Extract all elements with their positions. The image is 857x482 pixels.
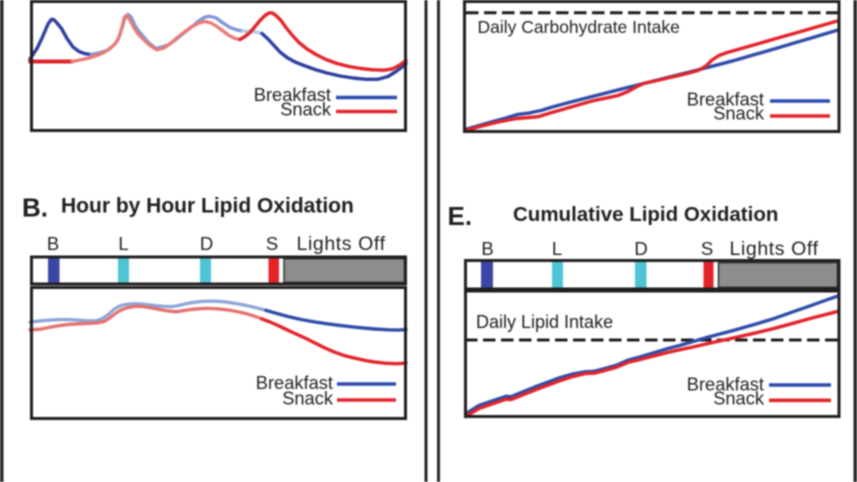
svg-text:Hour by Hour Lipid Oxidation: Hour by Hour Lipid Oxidation [61,195,354,218]
svg-text:Snack: Snack [282,388,334,409]
svg-text:S: S [701,238,713,259]
svg-text:B: B [481,238,493,259]
svg-text:Breakfast: Breakfast [687,89,764,110]
svg-text:L: L [552,238,562,259]
svg-text:Daily Lipid Intake: Daily Lipid Intake [476,312,613,332]
svg-text:Lights Off: Lights Off [730,238,819,260]
svg-text:D: D [634,238,647,259]
svg-text:Cumulative Lipid Oxidation: Cumulative Lipid Oxidation [513,203,778,226]
svg-text:Daily Carbohydrate Intake: Daily Carbohydrate Intake [478,17,680,37]
svg-text:L: L [118,233,128,254]
svg-text:E.: E. [448,201,473,231]
svg-text:Breakfast: Breakfast [687,374,764,395]
svg-text:Lights Off: Lights Off [297,233,386,255]
svg-text:B: B [47,233,59,254]
svg-text:Snack: Snack [713,103,765,124]
svg-text:Breakfast: Breakfast [254,84,331,105]
svg-text:S: S [266,233,278,254]
svg-text:B.: B. [22,193,48,223]
svg-text:D: D [200,233,213,254]
svg-text:Breakfast: Breakfast [256,372,333,393]
svg-text:Snack: Snack [713,388,765,409]
svg-text:Snack: Snack [280,99,332,120]
